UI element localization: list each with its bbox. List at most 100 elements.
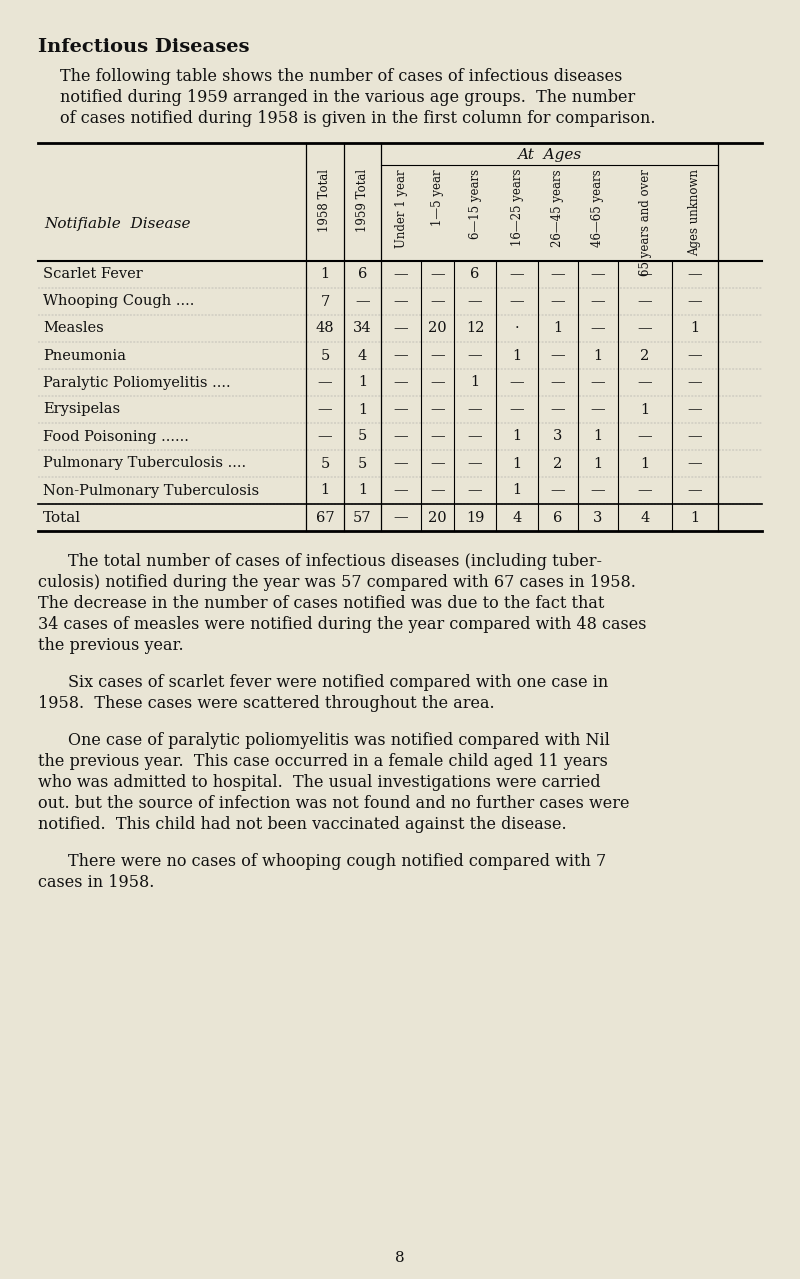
Text: 46—65 years: 46—65 years <box>591 169 605 247</box>
Text: —: — <box>318 430 332 444</box>
Text: 1958.  These cases were scattered throughout the area.: 1958. These cases were scattered through… <box>38 694 494 712</box>
Text: Total: Total <box>43 510 81 524</box>
Text: —: — <box>688 267 702 281</box>
Text: —: — <box>590 483 606 498</box>
Text: 6: 6 <box>554 510 562 524</box>
Text: —: — <box>638 483 652 498</box>
Text: 1: 1 <box>513 348 522 362</box>
Text: 34 cases of measles were notified during the year compared with 48 cases: 34 cases of measles were notified during… <box>38 616 646 633</box>
Text: —: — <box>550 483 566 498</box>
Text: —: — <box>688 457 702 471</box>
Text: 8: 8 <box>395 1251 405 1265</box>
Text: Erysipelas: Erysipelas <box>43 403 120 417</box>
Text: the previous year.: the previous year. <box>38 637 184 654</box>
Text: Measles: Measles <box>43 321 104 335</box>
Text: —: — <box>550 403 566 417</box>
Text: —: — <box>550 348 566 362</box>
Text: —: — <box>430 483 445 498</box>
Text: 1: 1 <box>321 483 330 498</box>
Text: —: — <box>394 267 408 281</box>
Text: Ages unknown: Ages unknown <box>689 169 702 256</box>
Text: The following table shows the number of cases of infectious diseases: The following table shows the number of … <box>60 68 622 84</box>
Text: 1—5 year: 1—5 year <box>431 169 444 225</box>
Text: —: — <box>468 294 482 308</box>
Text: Under 1 year: Under 1 year <box>394 169 407 248</box>
Text: 20: 20 <box>428 510 447 524</box>
Text: —: — <box>688 483 702 498</box>
Text: Notifiable  Disease: Notifiable Disease <box>44 217 190 231</box>
Text: 1: 1 <box>358 483 367 498</box>
Text: —: — <box>394 510 408 524</box>
Text: Non-Pulmonary Tuberculosis: Non-Pulmonary Tuberculosis <box>43 483 259 498</box>
Text: —: — <box>394 403 408 417</box>
Text: —: — <box>318 376 332 390</box>
Text: 1: 1 <box>641 403 650 417</box>
Text: —: — <box>355 294 370 308</box>
Text: 5: 5 <box>320 457 330 471</box>
Text: notified during 1959 arranged in the various age groups.  The number: notified during 1959 arranged in the var… <box>60 90 635 106</box>
Text: —: — <box>394 483 408 498</box>
Text: There were no cases of whooping cough notified compared with 7: There were no cases of whooping cough no… <box>68 853 606 870</box>
Text: Scarlet Fever: Scarlet Fever <box>43 267 142 281</box>
Text: At  Ages: At Ages <box>518 148 582 162</box>
Text: Whooping Cough ....: Whooping Cough .... <box>43 294 194 308</box>
Text: 67: 67 <box>316 510 334 524</box>
Text: 1: 1 <box>641 457 650 471</box>
Text: —: — <box>638 294 652 308</box>
Text: 1: 1 <box>690 321 699 335</box>
Text: —: — <box>550 376 566 390</box>
Text: 5: 5 <box>358 430 367 444</box>
Text: —: — <box>430 457 445 471</box>
Text: —: — <box>394 321 408 335</box>
Text: 5: 5 <box>320 348 330 362</box>
Text: —: — <box>430 294 445 308</box>
Text: —: — <box>468 457 482 471</box>
Text: —: — <box>550 267 566 281</box>
Text: —: — <box>394 294 408 308</box>
Text: —: — <box>468 348 482 362</box>
Text: Infectious Diseases: Infectious Diseases <box>38 38 250 56</box>
Text: —: — <box>688 430 702 444</box>
Text: 2: 2 <box>640 348 650 362</box>
Text: 6: 6 <box>358 267 367 281</box>
Text: Pulmonary Tuberculosis ....: Pulmonary Tuberculosis .... <box>43 457 246 471</box>
Text: 4: 4 <box>640 510 650 524</box>
Text: —: — <box>590 321 606 335</box>
Text: Six cases of scarlet fever were notified compared with one case in: Six cases of scarlet fever were notified… <box>68 674 608 691</box>
Text: 3: 3 <box>554 430 562 444</box>
Text: —: — <box>394 376 408 390</box>
Text: 1: 1 <box>594 430 602 444</box>
Text: who was admitted to hospital.  The usual investigations were carried: who was admitted to hospital. The usual … <box>38 774 601 790</box>
Text: 1: 1 <box>358 403 367 417</box>
Text: —: — <box>550 294 566 308</box>
Text: —: — <box>590 403 606 417</box>
Text: —: — <box>430 403 445 417</box>
Text: —: — <box>510 403 524 417</box>
Text: 1: 1 <box>554 321 562 335</box>
Text: One case of paralytic poliomyelitis was notified compared with Nil: One case of paralytic poliomyelitis was … <box>68 732 610 749</box>
Text: 4: 4 <box>512 510 522 524</box>
Text: notified.  This child had not been vaccinated against the disease.: notified. This child had not been vaccin… <box>38 816 566 833</box>
Text: —: — <box>318 403 332 417</box>
Text: 26—45 years: 26—45 years <box>551 169 565 247</box>
Text: —: — <box>688 403 702 417</box>
Text: —: — <box>688 294 702 308</box>
Text: —: — <box>510 376 524 390</box>
Text: 1: 1 <box>358 376 367 390</box>
Text: 12: 12 <box>466 321 484 335</box>
Text: 1: 1 <box>513 457 522 471</box>
Text: —: — <box>590 376 606 390</box>
Text: 6—15 years: 6—15 years <box>469 169 482 239</box>
Text: The decrease in the number of cases notified was due to the fact that: The decrease in the number of cases noti… <box>38 595 604 611</box>
Text: 65 years and over: 65 years and over <box>638 169 651 276</box>
Text: Food Poisoning ......: Food Poisoning ...... <box>43 430 189 444</box>
Text: —: — <box>638 430 652 444</box>
Text: —: — <box>394 457 408 471</box>
Text: ·: · <box>514 321 519 335</box>
Text: —: — <box>590 294 606 308</box>
Text: —: — <box>590 267 606 281</box>
Text: —: — <box>430 376 445 390</box>
Text: —: — <box>510 267 524 281</box>
Text: 1: 1 <box>513 483 522 498</box>
Text: 1: 1 <box>513 430 522 444</box>
